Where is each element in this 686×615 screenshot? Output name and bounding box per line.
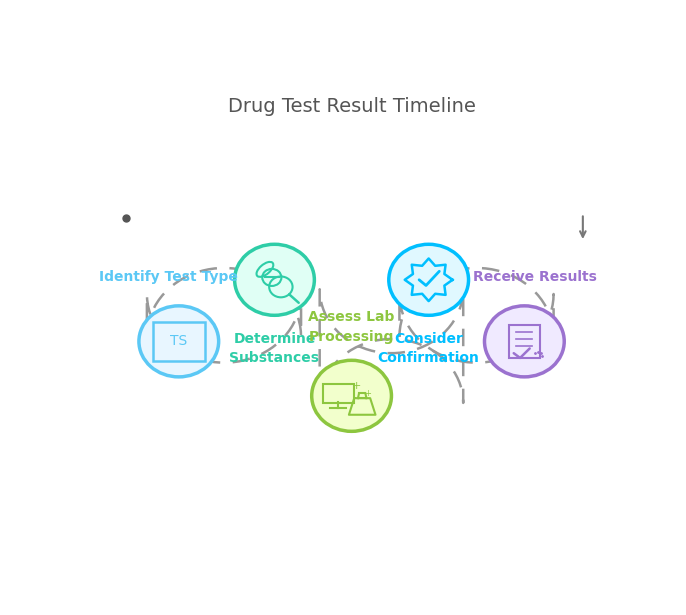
Text: Assess Lab
Processing: Assess Lab Processing: [309, 311, 394, 344]
Circle shape: [311, 360, 392, 431]
Text: TS: TS: [170, 335, 187, 348]
Text: Determine
Substances: Determine Substances: [230, 331, 320, 365]
Circle shape: [235, 244, 314, 315]
Text: Consider
Confirmation: Consider Confirmation: [378, 331, 480, 365]
Text: Receive Results: Receive Results: [473, 271, 597, 284]
Text: +: +: [352, 381, 362, 391]
Text: +: +: [364, 389, 371, 398]
Text: Drug Test Result Timeline: Drug Test Result Timeline: [228, 97, 475, 116]
Circle shape: [484, 306, 564, 377]
Circle shape: [389, 244, 469, 315]
Circle shape: [139, 306, 219, 377]
Text: Identify Test Type: Identify Test Type: [99, 271, 237, 284]
